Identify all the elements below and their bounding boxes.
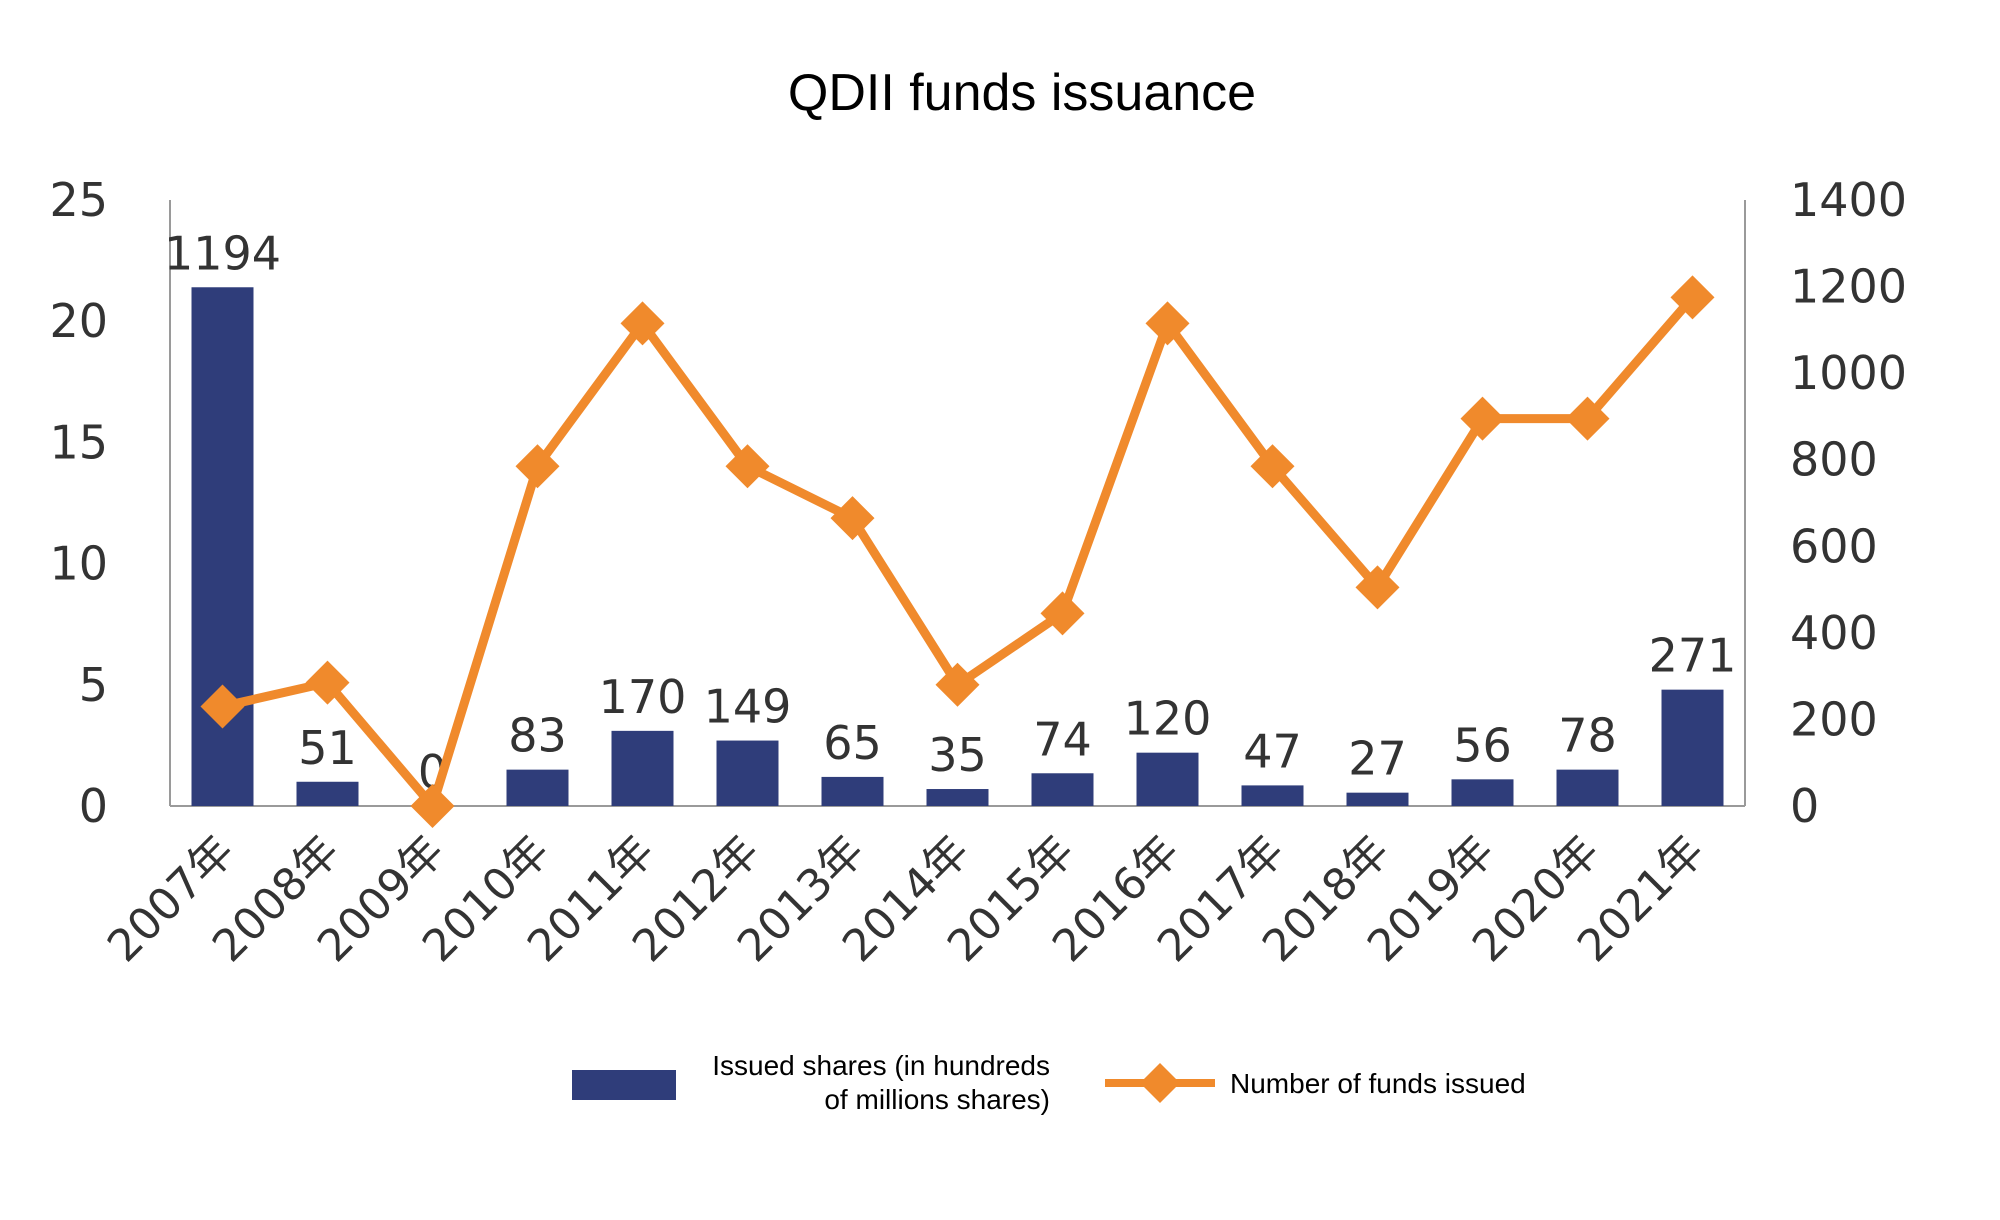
bar bbox=[1241, 785, 1304, 806]
line-marker bbox=[410, 784, 455, 828]
bar bbox=[1031, 773, 1094, 806]
chart-title: QDII funds issuance bbox=[788, 64, 1256, 122]
bar-data-label: 74 bbox=[1033, 712, 1092, 766]
bar-data-label: 271 bbox=[1649, 629, 1737, 683]
right-y-tick-label: 200 bbox=[1790, 692, 1878, 746]
x-axis-ticks: 2007年2008年2009年2010年2011年2012年2013年2014年… bbox=[98, 826, 1714, 972]
line-series bbox=[200, 275, 1715, 828]
line-marker bbox=[200, 684, 245, 729]
line-marker bbox=[620, 301, 665, 346]
right-y-tick-label: 400 bbox=[1790, 606, 1878, 660]
bar bbox=[506, 769, 569, 806]
bar-data-label: 170 bbox=[599, 670, 687, 724]
bar-data-label: 65 bbox=[823, 716, 882, 770]
left-y-tick-label: 25 bbox=[49, 173, 108, 227]
left-y-tick-label: 15 bbox=[49, 415, 108, 469]
right-y-tick-label: 1200 bbox=[1790, 260, 1907, 314]
line-marker bbox=[515, 444, 560, 489]
left-y-tick-label: 0 bbox=[79, 779, 108, 833]
line-marker bbox=[1040, 591, 1085, 636]
legend-bar-swatch bbox=[572, 1070, 676, 1100]
bar bbox=[611, 730, 674, 806]
line-marker bbox=[1670, 275, 1715, 320]
bar-data-label: 51 bbox=[298, 721, 357, 775]
bar-data-label: 149 bbox=[704, 680, 792, 734]
bar bbox=[1661, 689, 1724, 806]
right-y-tick-label: 600 bbox=[1790, 519, 1878, 573]
legend-line-label: Number of funds issued bbox=[1230, 1068, 1526, 1099]
axes: 0 5 10 15 20 25 0 200 400 600 800 1000 1200 1400 bbox=[49, 173, 1907, 833]
bar-data-label: 120 bbox=[1124, 692, 1212, 746]
bar bbox=[926, 789, 989, 806]
bar bbox=[1556, 769, 1619, 806]
bar-data-label: 35 bbox=[928, 728, 987, 782]
line-marker bbox=[830, 496, 875, 541]
bar-data-label: 56 bbox=[1453, 718, 1512, 772]
bar bbox=[296, 781, 359, 806]
bar-data-label: 83 bbox=[508, 709, 567, 763]
bar-data-label: 47 bbox=[1243, 724, 1302, 778]
line-marker bbox=[305, 660, 350, 705]
legend: Issued shares (in hundreds of millions sh… bbox=[572, 1050, 1526, 1115]
left-y-tick-label: 20 bbox=[49, 294, 108, 348]
bar-data-label: 78 bbox=[1558, 709, 1617, 763]
legend-bar-label: Issued shares (in hundreds of millions sh… bbox=[712, 1050, 1050, 1115]
right-y-tick-label: 1400 bbox=[1790, 173, 1907, 227]
line-marker bbox=[1460, 396, 1505, 441]
bar-data-label: 1194 bbox=[164, 226, 281, 280]
bar bbox=[1346, 792, 1409, 806]
bar bbox=[716, 740, 779, 806]
bar bbox=[1136, 752, 1199, 806]
line-marker bbox=[1250, 444, 1295, 489]
line-marker bbox=[725, 444, 770, 489]
line-marker bbox=[1565, 396, 1610, 441]
bar bbox=[1451, 779, 1514, 806]
bar-data-label: 27 bbox=[1348, 732, 1407, 786]
left-y-tick-label: 5 bbox=[79, 658, 108, 712]
right-y-tick-label: 0 bbox=[1790, 779, 1819, 833]
right-y-tick-label: 1000 bbox=[1790, 346, 1907, 400]
line-marker bbox=[935, 662, 980, 707]
bar bbox=[821, 776, 884, 806]
legend-diamond-icon bbox=[1140, 1063, 1180, 1103]
left-y-tick-label: 10 bbox=[49, 537, 108, 591]
right-y-tick-label: 800 bbox=[1790, 433, 1878, 487]
line-marker bbox=[1355, 565, 1400, 610]
line-marker bbox=[1145, 301, 1190, 346]
